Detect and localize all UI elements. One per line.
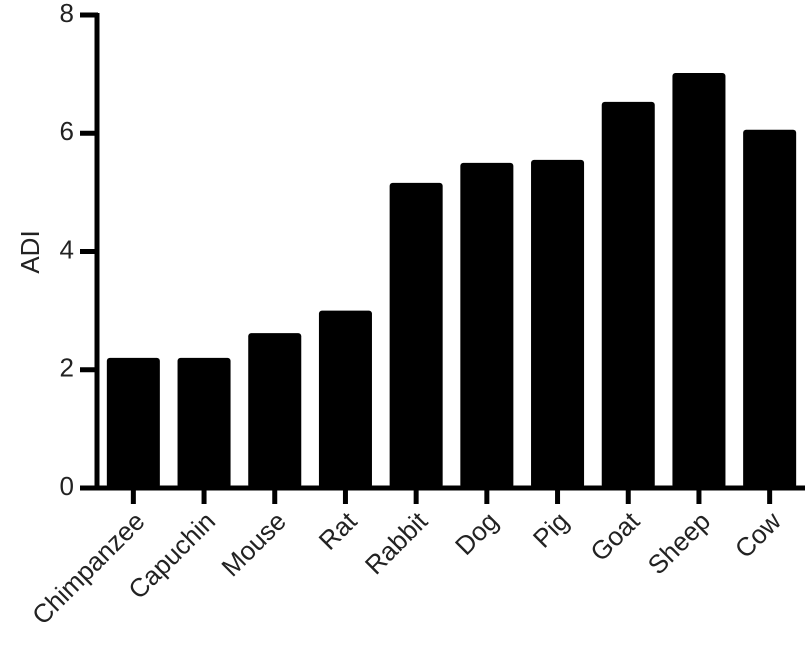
- y-axis-label: ADI: [15, 230, 45, 273]
- y-tick-label: 8: [60, 0, 74, 28]
- x-tick-label: Cow: [729, 506, 787, 564]
- bar: [177, 357, 231, 488]
- bar: [389, 182, 443, 489]
- bar: [601, 101, 655, 488]
- x-tick-label: Goat: [584, 505, 646, 567]
- x-tick-label: Pig: [527, 506, 575, 554]
- bar: [460, 162, 514, 488]
- bar: [248, 333, 302, 488]
- x-tick-label: Mouse: [215, 506, 291, 582]
- x-tick-label: Chimpanzee: [26, 506, 150, 630]
- y-tick-label: 0: [60, 471, 74, 501]
- x-tick-label: Rat: [313, 505, 363, 555]
- y-tick-label: 2: [60, 353, 74, 383]
- bar: [672, 72, 726, 488]
- x-tick-label: Rabbit: [359, 505, 434, 580]
- y-tick-label: 6: [60, 116, 74, 146]
- x-tick-label: Dog: [449, 506, 504, 561]
- y-tick-label: 4: [60, 234, 74, 264]
- x-tick-label: Sheep: [642, 506, 716, 580]
- bar: [318, 310, 372, 488]
- bar: [106, 357, 160, 488]
- bar: [531, 159, 585, 488]
- bar: [743, 129, 797, 488]
